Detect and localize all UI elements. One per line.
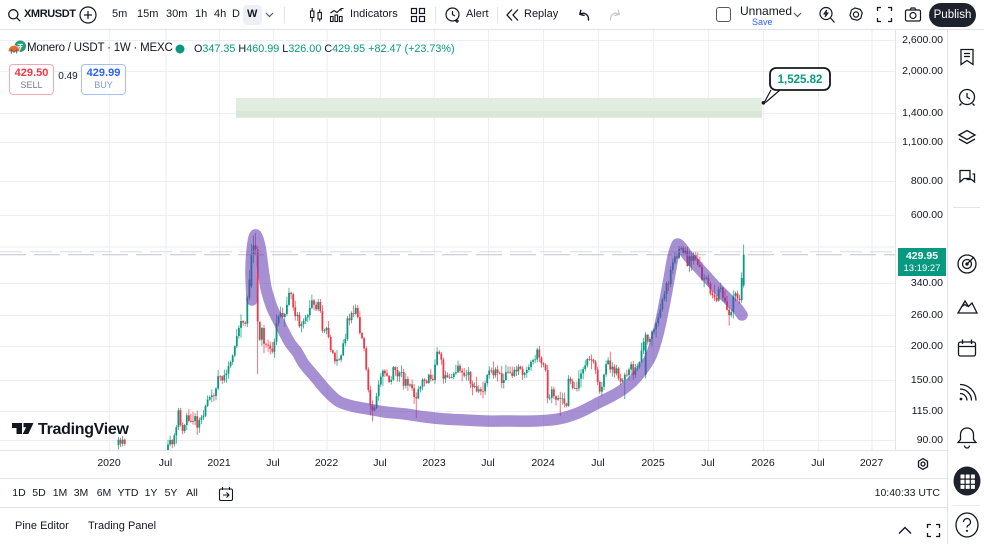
svg-text:TradingView: TradingView [38,421,130,438]
svg-text:1,525.82: 1,525.82 [778,74,823,86]
